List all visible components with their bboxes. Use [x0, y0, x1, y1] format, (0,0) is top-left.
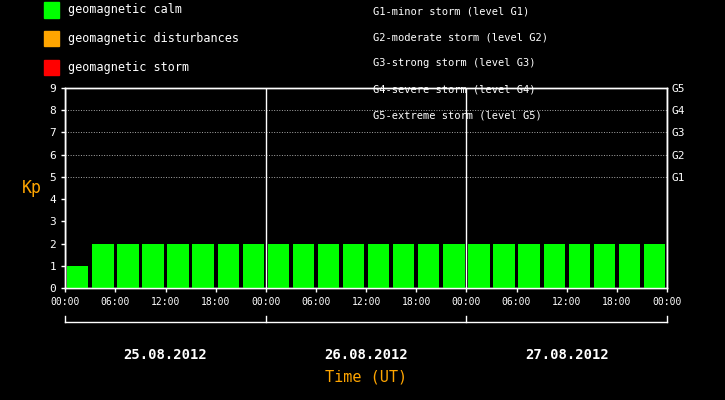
Bar — [443, 244, 465, 288]
Bar — [218, 244, 239, 288]
Bar — [268, 244, 289, 288]
Bar — [67, 266, 88, 288]
Bar — [343, 244, 364, 288]
Bar — [393, 244, 415, 288]
Text: 25.08.2012: 25.08.2012 — [124, 348, 207, 362]
Text: G2-moderate storm (level G2): G2-moderate storm (level G2) — [373, 32, 548, 42]
Text: 26.08.2012: 26.08.2012 — [324, 348, 408, 362]
Bar — [644, 244, 665, 288]
Bar — [594, 244, 615, 288]
Bar — [468, 244, 489, 288]
Bar — [193, 244, 214, 288]
Bar — [92, 244, 114, 288]
Bar — [418, 244, 439, 288]
Bar — [318, 244, 339, 288]
Text: geomagnetic storm: geomagnetic storm — [68, 61, 189, 74]
Bar — [243, 244, 264, 288]
Bar — [544, 244, 565, 288]
Text: G1-minor storm (level G1): G1-minor storm (level G1) — [373, 6, 530, 16]
Bar — [167, 244, 188, 288]
Bar — [568, 244, 590, 288]
Bar — [142, 244, 164, 288]
Bar — [518, 244, 539, 288]
Text: Time (UT): Time (UT) — [325, 369, 407, 384]
Bar — [368, 244, 389, 288]
Bar — [293, 244, 314, 288]
Text: geomagnetic disturbances: geomagnetic disturbances — [68, 32, 239, 45]
Text: G3-strong storm (level G3): G3-strong storm (level G3) — [373, 58, 536, 68]
Text: G5-extreme storm (level G5): G5-extreme storm (level G5) — [373, 110, 542, 120]
Bar — [494, 244, 515, 288]
Text: G4-severe storm (level G4): G4-severe storm (level G4) — [373, 84, 536, 94]
Bar — [117, 244, 138, 288]
Text: geomagnetic calm: geomagnetic calm — [68, 4, 182, 16]
Text: 27.08.2012: 27.08.2012 — [525, 348, 608, 362]
Text: Kp: Kp — [22, 179, 42, 197]
Bar — [618, 244, 640, 288]
